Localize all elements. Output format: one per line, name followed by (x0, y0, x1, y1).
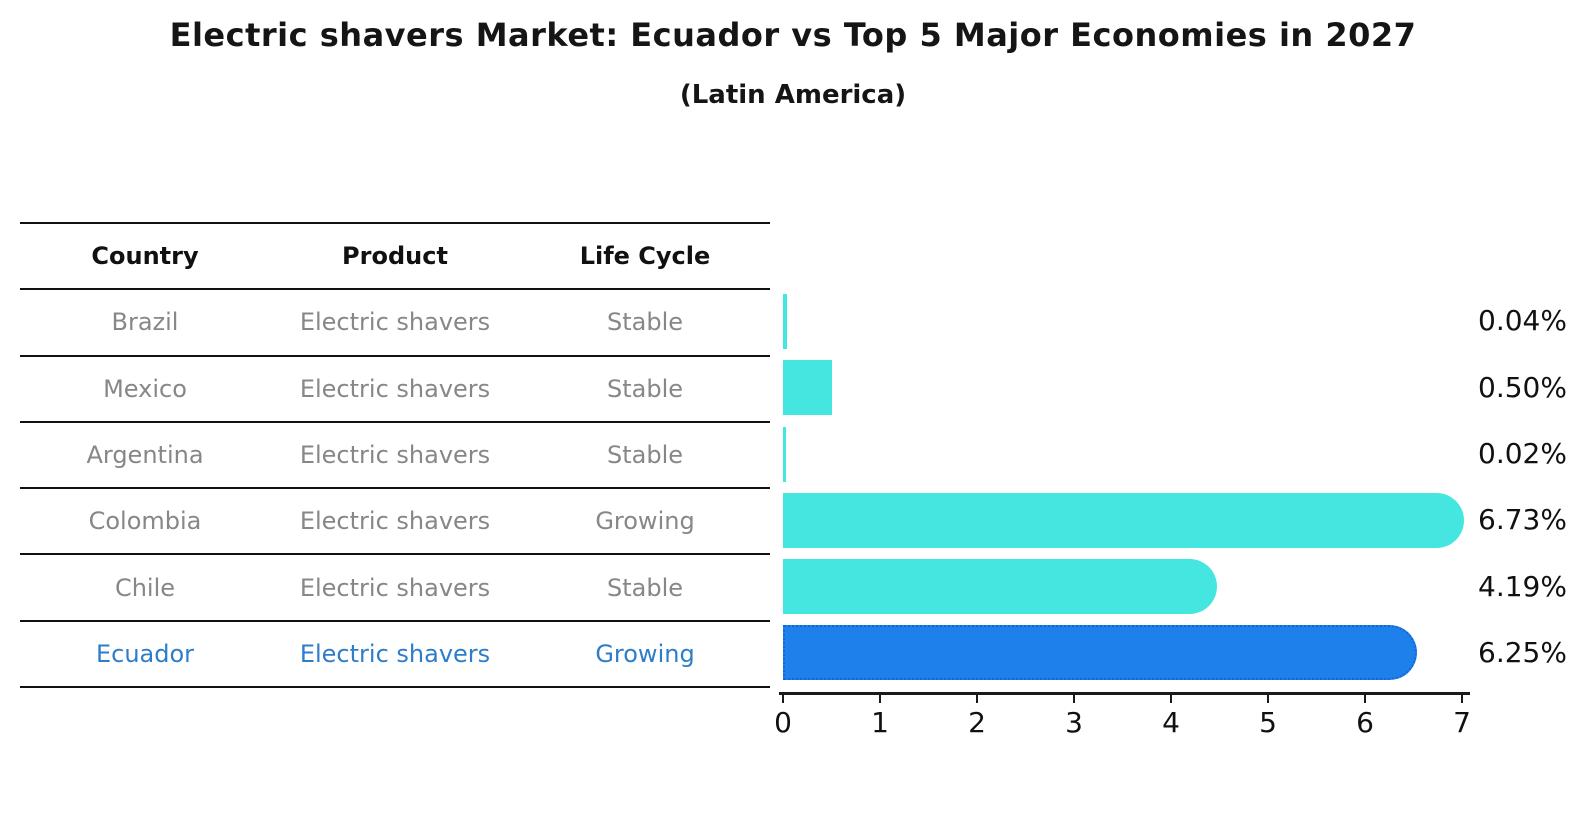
value-label-chile: 4.19% (1478, 569, 1567, 603)
table-row-mexico: Mexico Electric shavers Stable (20, 354, 770, 421)
x-tick-mark-7 (1460, 694, 1464, 703)
cell-product: Electric shavers (299, 573, 491, 602)
cell-life-cycle: Stable (606, 573, 684, 602)
bar-ecuador (783, 625, 1418, 681)
value-label-argentina: 0.02% (1478, 437, 1567, 471)
x-tick-mark-1 (878, 694, 882, 703)
table-row-ecuador: Ecuador Electric shavers Growing (20, 619, 770, 686)
x-tick-label-7: 7 (1453, 706, 1471, 739)
bar-argentina (783, 426, 786, 482)
table-header-row: Country Product Life Cycle (20, 222, 770, 288)
cell-country: Brazil (111, 308, 179, 337)
value-label-ecuador: 6.25% (1478, 635, 1567, 669)
cell-country: Ecuador (95, 639, 195, 668)
country-table: Country Product Life Cycle Brazil Electr… (20, 222, 770, 689)
x-tick-mark-6 (1363, 694, 1367, 703)
value-label-colombia: 6.73% (1478, 503, 1567, 537)
x-tick-label-3: 3 (1065, 706, 1083, 739)
cell-product: Electric shavers (299, 441, 491, 470)
cell-country: Chile (114, 573, 176, 602)
header-product: Product (342, 242, 448, 271)
chart-subtitle: (Latin America) (679, 80, 907, 110)
x-tick-mark-3 (1072, 694, 1076, 703)
chart-title: Electric shavers Market: Ecuador vs Top … (169, 16, 1417, 54)
cell-life-cycle: Growing (595, 639, 695, 668)
x-axis-line (779, 692, 1470, 695)
x-tick-label-5: 5 (1259, 706, 1277, 739)
x-tick-mark-0 (781, 694, 785, 703)
cell-country: Colombia (88, 507, 202, 536)
x-tick-label-4: 4 (1162, 706, 1180, 739)
cell-life-cycle: Stable (606, 308, 684, 337)
cell-country: Mexico (103, 374, 187, 403)
cell-life-cycle: Growing (595, 507, 695, 536)
x-tick-mark-5 (1266, 694, 1270, 703)
cell-product: Electric shavers (299, 507, 491, 536)
value-label-brazil: 0.04% (1478, 304, 1567, 338)
x-tick-mark-2 (975, 694, 979, 703)
table-row-colombia: Colombia Electric shavers Growing (20, 487, 770, 553)
cell-life-cycle: Stable (606, 374, 684, 403)
header-life-cycle: Life Cycle (579, 242, 711, 271)
x-tick-label-6: 6 (1356, 706, 1374, 739)
x-tick-label-0: 0 (774, 706, 792, 739)
cell-product: Electric shavers (299, 374, 491, 403)
table-row-chile: Chile Electric shavers Stable (20, 553, 770, 619)
table-row-argentina: Argentina Electric shavers Stable (20, 420, 770, 487)
x-tick-mark-4 (1169, 694, 1173, 703)
bar-mexico (783, 360, 832, 416)
x-tick-label-1: 1 (871, 706, 889, 739)
table-row-brazil: Brazil Electric shavers Stable (20, 288, 770, 354)
cell-country: Argentina (86, 441, 204, 470)
header-country: Country (91, 242, 199, 271)
bar-chile (783, 559, 1218, 615)
bar-colombia (783, 492, 1464, 548)
cell-life-cycle: Stable (606, 441, 684, 470)
cell-product: Electric shavers (299, 639, 491, 668)
bar-brazil (783, 293, 787, 349)
value-label-mexico: 0.50% (1478, 370, 1567, 404)
cell-product: Electric shavers (299, 308, 491, 337)
x-tick-label-2: 2 (968, 706, 986, 739)
